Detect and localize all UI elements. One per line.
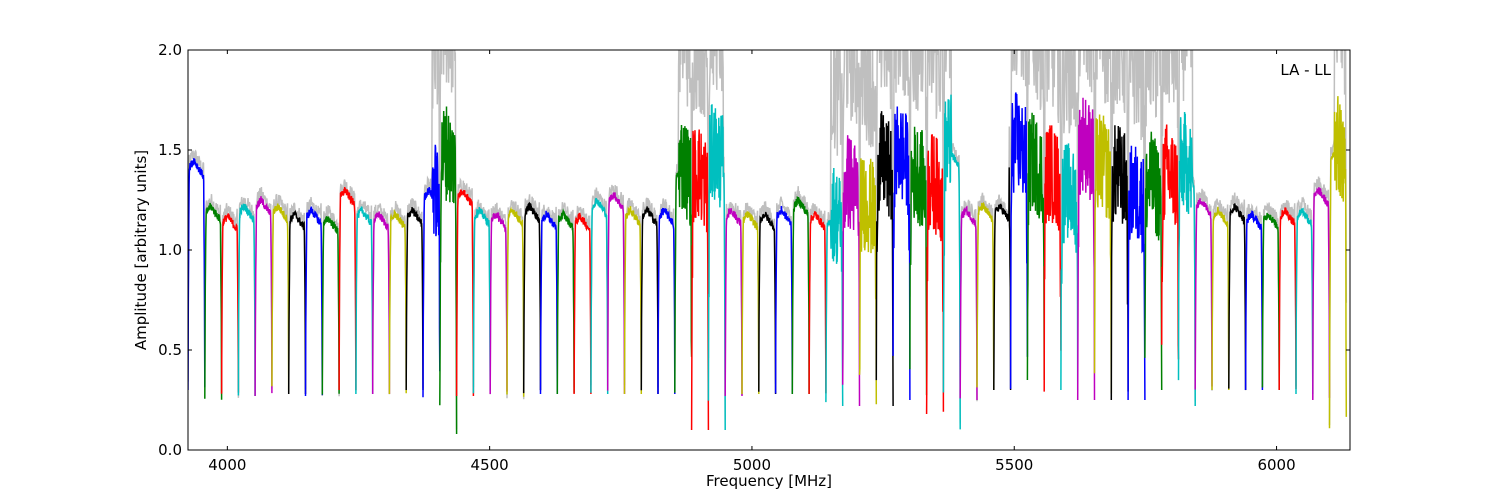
band-line-45 — [942, 94, 961, 430]
band-line-15 — [439, 106, 458, 435]
band-line-14 — [422, 144, 441, 398]
band-line-54 — [1093, 114, 1113, 394]
band-line-36 — [791, 196, 810, 395]
band-line-67 — [1312, 187, 1331, 401]
band-line-57 — [1144, 131, 1163, 391]
band-line-9 — [338, 186, 357, 391]
band-line-5 — [271, 203, 290, 391]
band-line-41 — [875, 111, 894, 407]
x-tick-label-2: 5000 — [733, 456, 771, 474]
band-line-46 — [959, 205, 978, 401]
y-tick-label-3: 1.5 — [158, 141, 182, 159]
band-line-44 — [925, 134, 945, 415]
band-line-48 — [993, 167, 1012, 391]
series-layer — [188, 50, 1348, 435]
y-axis-label: Amplitude [arbitrary units] — [132, 150, 150, 350]
band-line-31 — [707, 104, 726, 431]
band-line-60 — [1194, 198, 1213, 390]
x-axis-label: Frequency [MHz] — [706, 472, 832, 490]
band-line-35 — [774, 205, 794, 395]
band-line-8 — [321, 215, 340, 395]
band-line-0 — [188, 158, 206, 391]
band-line-23 — [573, 212, 592, 395]
band-line-43 — [909, 126, 928, 396]
band-line-37 — [808, 211, 827, 395]
band-line-59 — [1177, 111, 1196, 407]
band-line-24 — [590, 197, 609, 395]
band-line-38 — [825, 167, 844, 407]
band-line-53 — [1076, 97, 1096, 401]
band-line-29 — [674, 124, 693, 393]
band-line-68 — [1328, 96, 1348, 429]
y-tick-label-1: 0.5 — [158, 341, 182, 359]
band-line-22 — [556, 208, 575, 395]
band-line-39 — [841, 135, 861, 407]
band-line-3 — [237, 203, 256, 397]
y-tick-label-4: 2.0 — [158, 41, 182, 59]
band-line-66 — [1295, 207, 1314, 395]
band-line-49 — [1009, 92, 1029, 389]
band-line-30 — [690, 129, 710, 431]
x-tick-label-4: 6000 — [1257, 456, 1295, 474]
band-line-17 — [472, 206, 491, 394]
band-line-12 — [388, 208, 407, 395]
band-line-25 — [606, 192, 626, 395]
band-line-6 — [287, 209, 307, 395]
band-line-42 — [892, 106, 911, 401]
band-line-18 — [489, 211, 508, 395]
ticks-layer: 4000 4500 5000 5500 6000 0.0 0.5 1.0 1.5 2.0 — [158, 41, 1350, 474]
x-tick-label-3: 5500 — [995, 456, 1033, 474]
band-line-28 — [657, 207, 676, 395]
band-line-26 — [623, 205, 643, 395]
band-line-61 — [1211, 206, 1230, 391]
band-line-7 — [304, 206, 324, 397]
band-line-58 — [1160, 124, 1180, 360]
band-line-56 — [1127, 145, 1146, 401]
band-line-4 — [254, 196, 273, 397]
y-tick-label-2: 1.0 — [158, 241, 182, 259]
band-line-62 — [1228, 203, 1247, 391]
band-line-19 — [506, 206, 525, 397]
band-line-11 — [371, 211, 391, 395]
x-tick-label-1: 4500 — [471, 456, 509, 474]
band-line-55 — [1110, 125, 1129, 401]
band-line-65 — [1278, 207, 1297, 391]
band-line-16 — [455, 189, 475, 397]
band-line-20 — [522, 201, 542, 394]
band-line-13 — [405, 207, 424, 391]
band-line-32 — [724, 207, 743, 397]
legend-annotation: LA - LL — [1280, 61, 1331, 79]
band-line-50 — [1026, 112, 1045, 381]
band-line-63 — [1244, 210, 1264, 391]
band-line-51 — [1043, 125, 1062, 392]
plot-background — [188, 50, 1350, 450]
band-line-33 — [741, 211, 760, 395]
band-line-40 — [858, 158, 878, 405]
band-line-47 — [976, 201, 995, 391]
x-tick-label-0: 4000 — [208, 456, 246, 474]
band-line-52 — [1060, 143, 1079, 391]
band-line-21 — [539, 210, 559, 395]
background-series-line — [188, 50, 1348, 430]
band-line-64 — [1261, 212, 1280, 391]
band-line-27 — [640, 206, 659, 395]
band-line-10 — [355, 206, 374, 395]
band-line-2 — [220, 213, 240, 394]
y-tick-label-0: 0.0 — [158, 441, 182, 459]
band-line-1 — [204, 202, 223, 400]
band-line-34 — [758, 211, 777, 395]
